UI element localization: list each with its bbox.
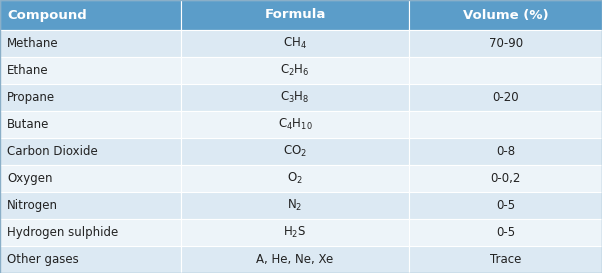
Bar (181, 246, 409, 273)
Text: A, He, Ne, Xe: A, He, Ne, Xe (256, 253, 334, 266)
Text: Hydrogen sulphide: Hydrogen sulphide (7, 226, 119, 239)
Text: $\mathrm{C_2H_6}$: $\mathrm{C_2H_6}$ (280, 63, 310, 78)
Text: $\mathrm{CO_2}$: $\mathrm{CO_2}$ (283, 144, 307, 159)
Bar (409, 30, 602, 57)
Text: Compound: Compound (7, 8, 87, 22)
Bar (181, 57, 409, 84)
Text: $\mathrm{CH_4}$: $\mathrm{CH_4}$ (283, 36, 307, 51)
Text: Ethane: Ethane (7, 64, 49, 77)
Bar (409, 246, 602, 273)
Bar (409, 192, 602, 219)
Bar (409, 165, 602, 192)
Text: $\mathrm{C_3H_8}$: $\mathrm{C_3H_8}$ (281, 90, 309, 105)
Bar (181, 219, 409, 246)
Text: 0-20: 0-20 (492, 91, 519, 104)
Text: 0-5: 0-5 (496, 226, 515, 239)
Bar (409, 138, 602, 165)
Bar (181, 192, 409, 219)
Text: Propane: Propane (7, 91, 55, 104)
Bar (409, 84, 602, 111)
Bar (0, 30, 181, 57)
Text: $\mathrm{O_2}$: $\mathrm{O_2}$ (287, 171, 303, 186)
Text: 0-0,2: 0-0,2 (491, 172, 521, 185)
Text: 0-8: 0-8 (496, 145, 515, 158)
Bar (409, 111, 602, 138)
Text: Methane: Methane (7, 37, 59, 50)
Bar (181, 84, 409, 111)
Bar (181, 138, 409, 165)
Bar (181, 30, 409, 57)
Bar (409, 57, 602, 84)
Bar (181, 165, 409, 192)
Bar (0, 138, 181, 165)
Text: 0-5: 0-5 (496, 199, 515, 212)
Text: Trace: Trace (490, 253, 521, 266)
Bar (0, 0, 181, 30)
Bar (0, 246, 181, 273)
Text: $\mathrm{H_2S}$: $\mathrm{H_2S}$ (284, 225, 306, 240)
Bar (409, 0, 602, 30)
Text: 70-90: 70-90 (489, 37, 523, 50)
Text: $\mathrm{N_2}$: $\mathrm{N_2}$ (287, 198, 303, 213)
Text: Nitrogen: Nitrogen (7, 199, 58, 212)
Text: Oxygen: Oxygen (7, 172, 53, 185)
Bar (0, 111, 181, 138)
Text: $\mathrm{C_4H_{10}}$: $\mathrm{C_4H_{10}}$ (278, 117, 312, 132)
Bar (0, 57, 181, 84)
Bar (0, 219, 181, 246)
Bar (181, 111, 409, 138)
Text: Volume (%): Volume (%) (463, 8, 548, 22)
Bar (0, 165, 181, 192)
Text: Butane: Butane (7, 118, 49, 131)
Bar (181, 0, 409, 30)
Text: Carbon Dioxide: Carbon Dioxide (7, 145, 98, 158)
Bar (0, 192, 181, 219)
Text: Other gases: Other gases (7, 253, 79, 266)
Bar (409, 219, 602, 246)
Text: Formula: Formula (264, 8, 326, 22)
Bar (0, 84, 181, 111)
